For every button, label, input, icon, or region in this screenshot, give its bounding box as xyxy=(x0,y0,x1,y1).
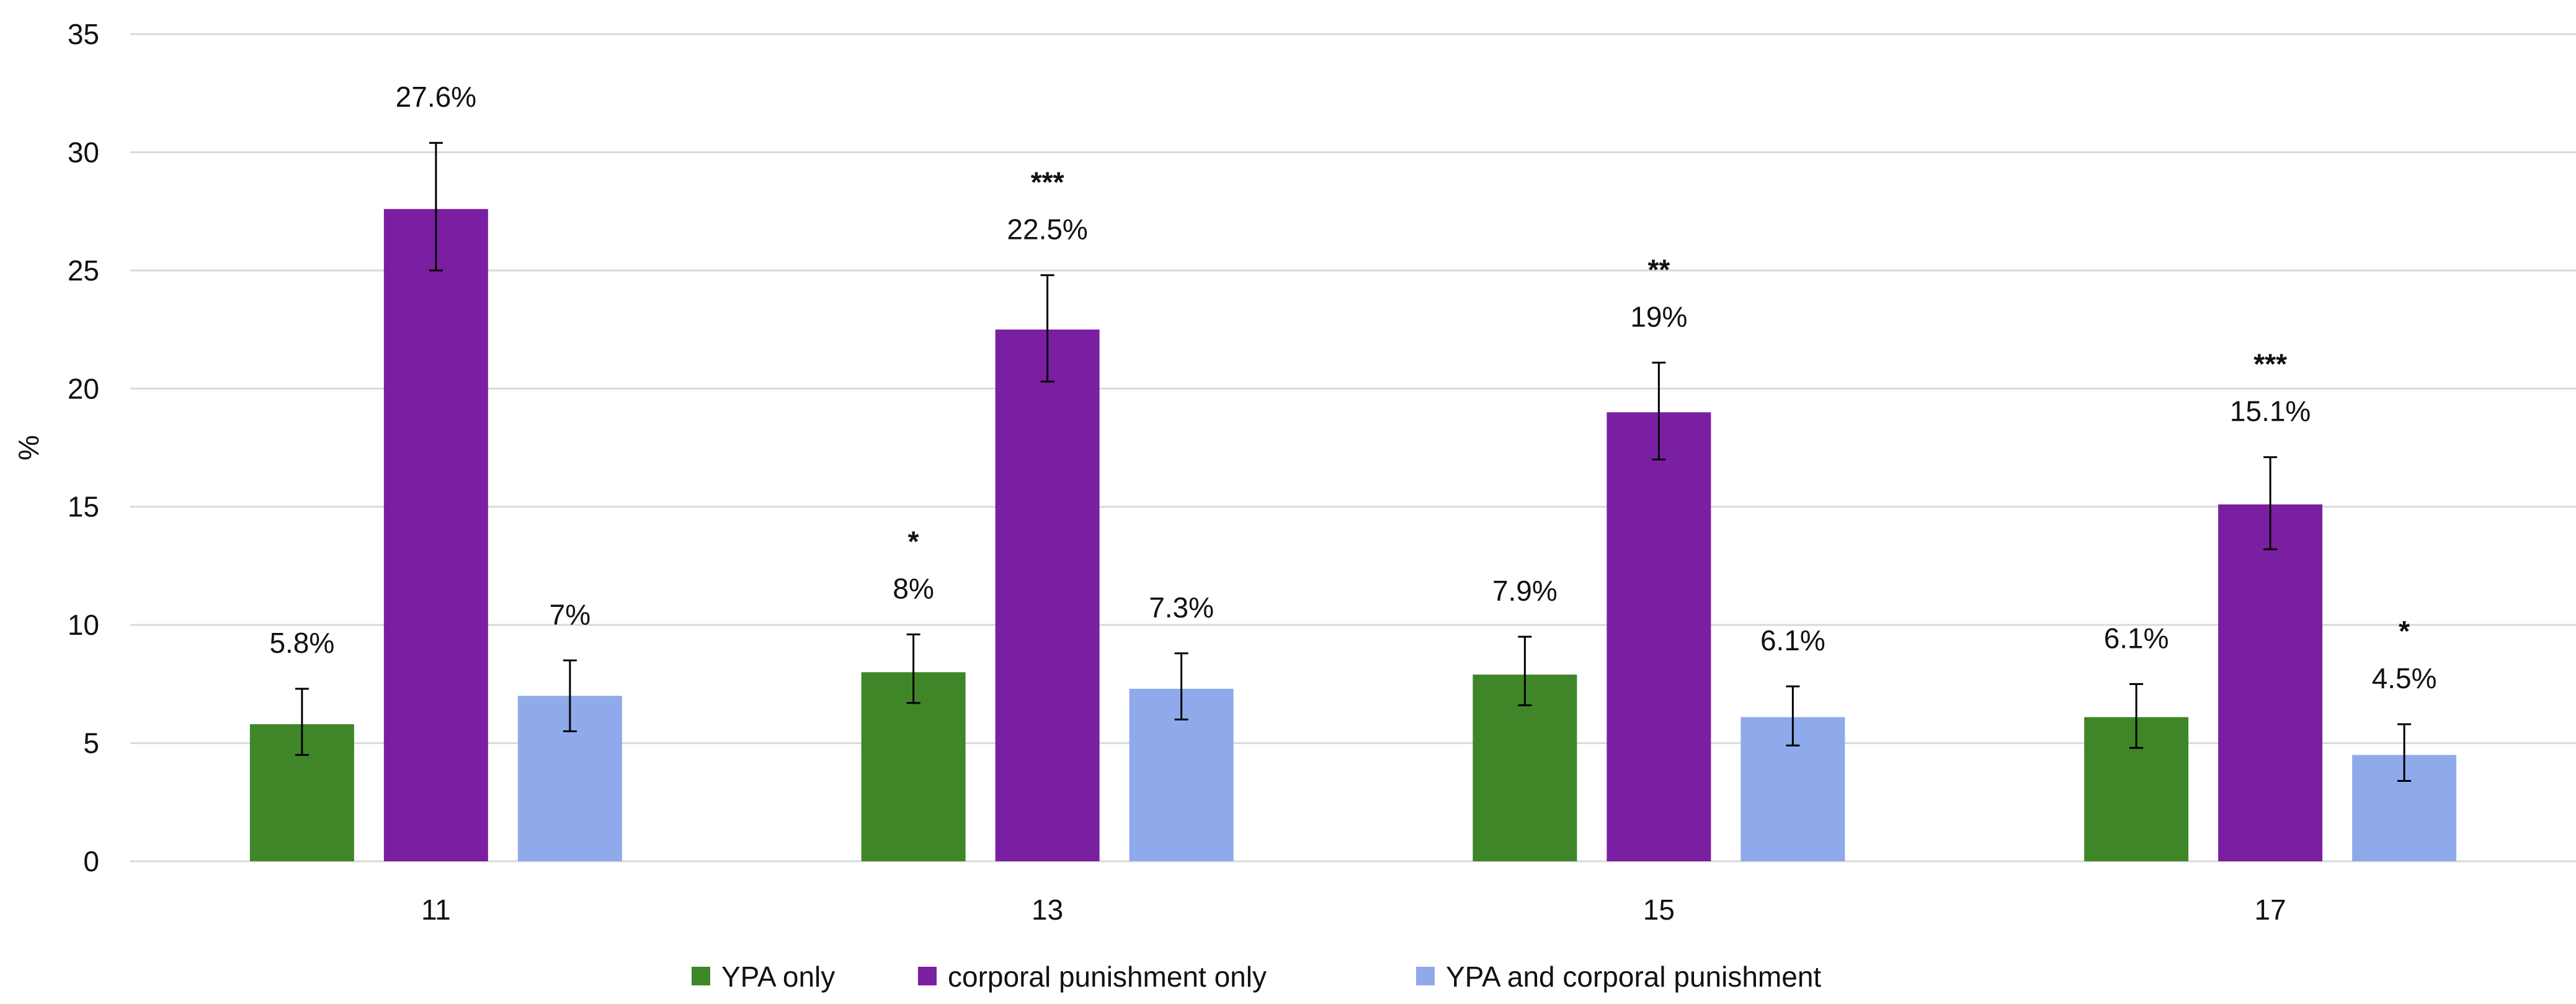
data-label: 15.1% xyxy=(2230,395,2311,428)
y-tick-label: 0 xyxy=(83,845,99,877)
legend-swatch xyxy=(692,967,710,985)
significance-marker: ** xyxy=(1647,253,1670,285)
legend: YPA only corporal punishment only YPA and … xyxy=(692,961,1821,993)
y-tick-label: 5 xyxy=(83,727,99,760)
data-label: 22.5% xyxy=(1007,213,1087,245)
y-tick-label: 20 xyxy=(68,372,99,405)
error-bars xyxy=(295,141,2412,782)
data-label: 7.3% xyxy=(1149,591,1214,624)
y-axis-title: % xyxy=(12,435,45,460)
x-axis-categories: 11 13 15 17 xyxy=(421,894,2286,926)
x-category-label: 15 xyxy=(1643,894,1675,926)
data-label: 4.5% xyxy=(2372,662,2437,694)
y-tick-label: 35 xyxy=(68,18,99,50)
data-label: 27.6% xyxy=(396,81,476,113)
significance-marker: *** xyxy=(1031,166,1064,198)
legend-label: YPA only xyxy=(721,961,835,993)
data-label: 7.9% xyxy=(1492,575,1558,607)
data-label: 6.1% xyxy=(2104,622,2169,654)
y-tick-label: 30 xyxy=(68,136,99,168)
data-label: 8% xyxy=(893,572,934,604)
significance-marker: *** xyxy=(2253,348,2287,380)
bars xyxy=(249,208,2457,862)
data-label: 7% xyxy=(550,598,591,630)
bar xyxy=(1607,412,1711,861)
data-label: 19% xyxy=(1630,300,1687,333)
x-category-label: 17 xyxy=(2255,894,2286,926)
legend-swatch xyxy=(918,967,937,985)
x-category-label: 11 xyxy=(421,894,451,926)
bar xyxy=(2218,504,2323,861)
legend-label: corporal punishment only xyxy=(948,961,1267,993)
data-label: 6.1% xyxy=(1760,624,1825,657)
legend-label: YPA and corporal punishment xyxy=(1446,961,1821,993)
bar xyxy=(383,208,488,862)
gridlines xyxy=(130,33,2576,863)
significance-marker: * xyxy=(2399,615,2410,647)
bar xyxy=(995,329,1100,861)
data-label: 5.8% xyxy=(269,627,334,659)
x-category-label: 13 xyxy=(1032,894,1063,926)
data-labels: 5.8% 27.6% 7% 8% * 22.5% *** 7.3% 7.9% 19% ** 6.1% 6… xyxy=(269,81,2436,694)
legend-swatch xyxy=(1416,967,1435,985)
y-tick-label: 15 xyxy=(68,491,99,523)
y-tick-label: 10 xyxy=(68,609,99,641)
y-tick-label: 25 xyxy=(68,254,99,287)
y-axis-ticks: 0 5 10 15 20 25 30 35 xyxy=(68,18,99,877)
significance-marker: * xyxy=(908,525,919,557)
